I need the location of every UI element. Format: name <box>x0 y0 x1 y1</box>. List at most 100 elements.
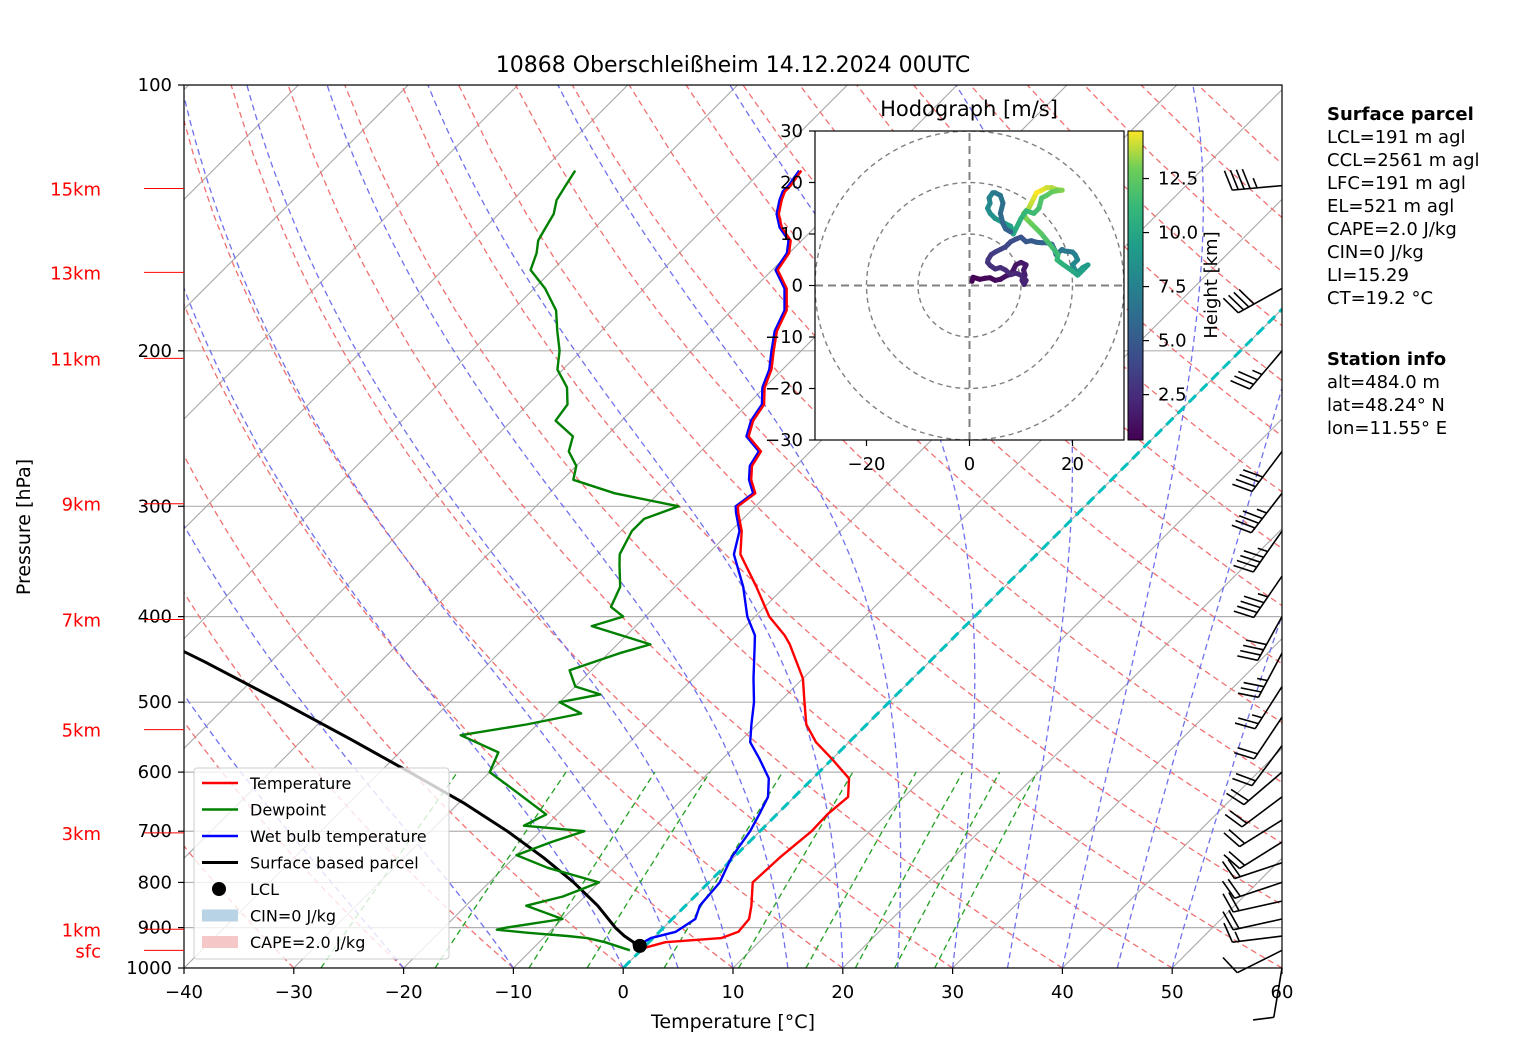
hodograph-y-tick-label: 0 <box>792 276 803 297</box>
x-tick-label: −30 <box>275 982 313 1003</box>
chart-title: 10868 Oberschleißheim 14.12.2024 00UTC <box>496 53 971 78</box>
wind-barb <box>1222 909 1283 931</box>
legend-label-surface-based-parcel: Surface based parcel <box>250 854 419 873</box>
wind-barb <box>1230 350 1283 390</box>
height-label: 3km <box>62 824 101 845</box>
y-tick-label: 100 <box>138 75 172 96</box>
legend-label-cape-2-0-j-kg: CAPE=2.0 J/kg <box>250 933 365 952</box>
info-line-el: EL=521 m agl <box>1327 196 1455 217</box>
info-line-alt: alt=484.0 m <box>1327 372 1440 393</box>
x-axis-ticks: −40 −30 −20 −10 0 10 20 30 40 50 60 <box>165 968 1293 1003</box>
colorbar-ticks: 2.5 5.0 7.5 10.0 12.5 <box>1143 169 1198 406</box>
moist-adiabat <box>1116 385 1282 968</box>
y-tick-label: 400 <box>138 607 172 628</box>
moist-adiabat <box>1061 85 1204 968</box>
wind-barb <box>1231 492 1283 534</box>
x-tick-label: 40 <box>1051 982 1074 1003</box>
moist-adiabat <box>1171 613 1282 968</box>
wind-barb <box>1233 575 1283 619</box>
wind-barb <box>1234 686 1283 730</box>
height-label: 11km <box>50 349 101 370</box>
y-axis-label: Pressure [hPa] <box>13 459 35 595</box>
legend-swatch-cape-2-0-j-kg <box>202 936 238 948</box>
wind-barb <box>1221 859 1283 880</box>
dry-adiabat <box>458 85 1282 906</box>
x-tick-label: −10 <box>494 982 532 1003</box>
height-label: 15km <box>50 180 101 201</box>
height-label: 5km <box>62 721 101 742</box>
y-tick-label: 800 <box>138 872 172 893</box>
height-label: sfc <box>75 941 101 962</box>
series-surface-based-parcel <box>184 649 637 951</box>
wind-barb <box>1237 652 1283 699</box>
mixing-ratio-line <box>894 771 1001 968</box>
dry-adiabat <box>184 302 734 968</box>
x-tick-label: 10 <box>722 982 745 1003</box>
hodograph-ring <box>865 181 1074 390</box>
x-tick-label: 20 <box>831 982 854 1003</box>
height-label: 13km <box>50 263 101 284</box>
station-info: Station info alt=484.0 m lat=48.24° N lo… <box>1327 348 1447 440</box>
hodograph-y-tick-label: −20 <box>765 379 803 400</box>
isotherm <box>184 85 409 310</box>
wind-barb <box>1222 892 1283 913</box>
colorbar-tick-label: 2.5 <box>1158 385 1187 406</box>
dry-adiabat <box>230 85 953 968</box>
hodograph-ticks: −20 0 20 −30 −20 −10 0 10 20 30 <box>765 121 1084 475</box>
legend-label-cin-0-j-kg: CIN=0 J/kg <box>250 907 336 926</box>
moist-adiabat <box>557 85 902 968</box>
mixing-ratio-line <box>934 771 1038 968</box>
series-temperature <box>635 169 851 952</box>
isotherm <box>952 637 1282 968</box>
y-tick-label: 600 <box>138 762 172 783</box>
dry-adiabat <box>287 85 1063 968</box>
info-line-lcl: LCL=191 m agl <box>1327 127 1466 148</box>
surface-parcel-info: Surface parcel LCL=191 m agl CCL=2561 m … <box>1327 103 1480 310</box>
hodograph: Hodograph [m/s] −20 0 20 −30 −20 −10 0 10 20 30 2… <box>765 97 1222 475</box>
x-tick-label: −40 <box>165 982 203 1003</box>
legend-swatch-lcl <box>212 882 226 896</box>
legend-label-temperature: Temperature <box>249 774 351 793</box>
hodograph-x-tick-label: 20 <box>1061 454 1084 475</box>
isotherm <box>842 528 1282 968</box>
mixing-ratio-line <box>854 771 964 968</box>
info-line-lfc: LFC=191 m agl <box>1327 173 1466 194</box>
legend-box <box>193 767 450 960</box>
moist-adiabat <box>184 524 514 968</box>
wind-barb <box>1222 287 1283 314</box>
hodograph-segment <box>1003 226 1014 235</box>
wind-barb <box>1234 716 1283 760</box>
y-tick-label: 900 <box>138 918 172 939</box>
station-info-title: Station info <box>1327 349 1447 370</box>
height-label: 7km <box>62 610 101 631</box>
colorbar-tick-label: 10.0 <box>1158 223 1198 244</box>
info-line-cin: CIN=0 J/kg <box>1327 242 1424 263</box>
dry-adiabat <box>184 118 844 968</box>
hodograph-y-tick-label: 10 <box>780 224 803 245</box>
y-tick-label: 300 <box>138 496 172 517</box>
moist-adiabat <box>729 85 976 968</box>
x-axis-label: Temperature [°C] <box>650 1011 815 1033</box>
height-label: 9km <box>62 495 101 516</box>
info-line-ct: CT=19.2 °C <box>1327 288 1434 309</box>
dry-adiabat <box>401 85 1282 968</box>
series-dewpoint <box>459 169 680 952</box>
hodograph-title: Hodograph [m/s] <box>880 97 1058 121</box>
hodograph-x-tick-label: −20 <box>848 454 886 475</box>
isotherm <box>184 85 848 750</box>
hodograph-y-tick-label: −10 <box>765 327 803 348</box>
moist-adiabat <box>326 85 789 968</box>
lcl-marker <box>632 938 647 953</box>
isotherm <box>184 85 738 640</box>
wind-barb <box>1232 745 1283 787</box>
wind-barb <box>1223 922 1283 944</box>
info-line-cape: CAPE=2.0 J/kg <box>1327 219 1457 240</box>
x-tick-label: 0 <box>617 982 628 1003</box>
wind-barb <box>1252 967 1283 1021</box>
wind-barb <box>1237 616 1283 662</box>
y-tick-label: 500 <box>138 692 172 713</box>
colorbar-tick-label: 12.5 <box>1158 169 1198 190</box>
colorbar <box>1127 130 1144 441</box>
